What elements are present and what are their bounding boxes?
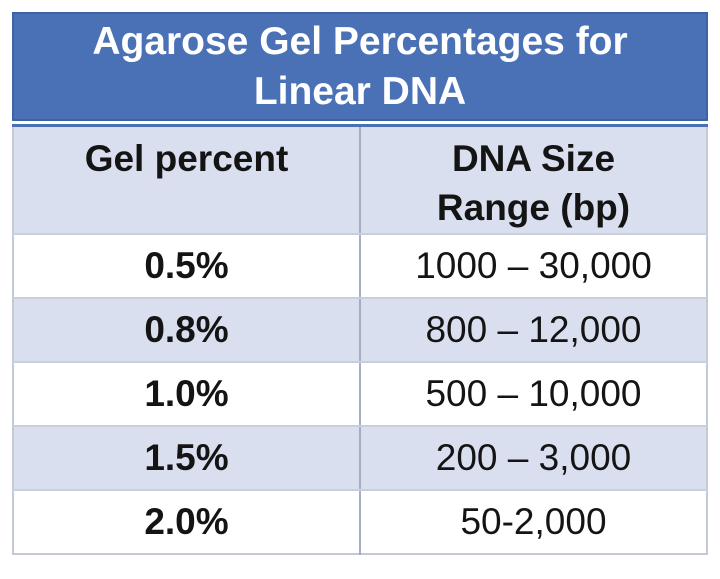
dna-size-range-value: 800 – 12,000 (359, 297, 707, 363)
title-table-divider (12, 121, 708, 124)
gel-percent-value: 1.5% (13, 425, 360, 491)
gel-percent-value: 0.5% (13, 233, 360, 299)
dna-size-range-value: 200 – 3,000 (359, 425, 707, 491)
gel-percent-value: 0.8% (13, 297, 360, 363)
dna-size-range-value: 50-2,000 (359, 489, 707, 554)
table-row: 0.8% 800 – 12,000 (13, 297, 707, 363)
dna-size-range-value: 500 – 10,000 (359, 361, 707, 427)
column-header-gel-percent: Gel percent (13, 125, 360, 235)
header-row: Gel percent DNA Size Range (bp) (13, 125, 707, 235)
table-header: Gel percent DNA Size Range (bp) (13, 125, 707, 235)
agarose-gel-table-slide: Agarose Gel Percentages for Linear DNA G… (12, 12, 708, 555)
gel-percent-value: 2.0% (144, 500, 229, 542)
table-body: 0.5% 1000 – 30,000 0.8% 800 – 12,000 1.0… (13, 233, 707, 554)
page-title-line-2: Linear DNA (253, 69, 467, 113)
column-header-dna-size-range: DNA Size Range (bp) (359, 125, 707, 235)
gel-percentages-table: Gel percent DNA Size Range (bp) 0.5% 100… (12, 124, 708, 555)
page-title: Agarose Gel Percentages for Linear DNA (12, 12, 708, 121)
table-row: 2.0% 50-2,000 (13, 489, 707, 554)
dna-size-range-value: 1000 – 30,000 (359, 233, 707, 299)
table-row: 1.5% 200 – 3,000 (13, 425, 707, 491)
gel-percent-value: 1.0% (13, 361, 360, 427)
table-row: 0.5% 1000 – 30,000 (13, 233, 707, 299)
table-row: 1.0% 500 – 10,000 (13, 361, 707, 427)
page-title-line-1: Agarose Gel Percentages for (92, 19, 628, 63)
